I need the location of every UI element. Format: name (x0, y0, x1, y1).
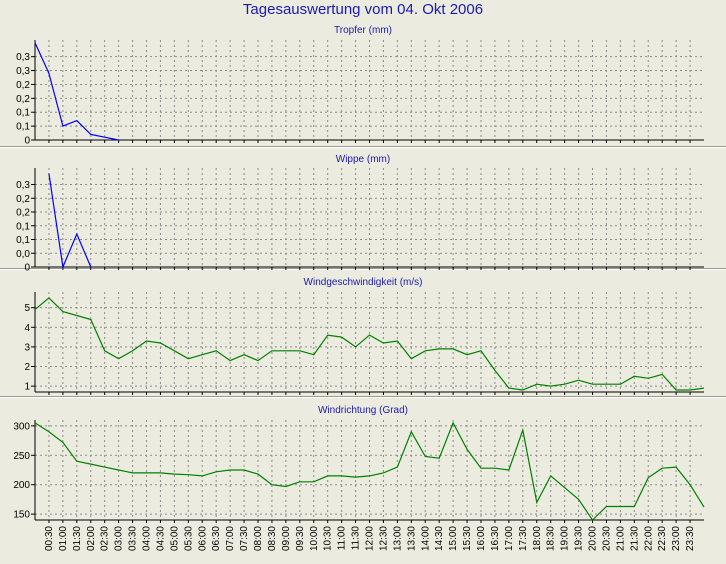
x-tick-label: 07:00 (225, 526, 236, 551)
x-tick-label: 13:30 (406, 526, 417, 551)
x-tick-label: 05:00 (169, 526, 180, 551)
y-tick-label: 0,1 (16, 108, 30, 119)
y-tick-label: 0,3 (16, 52, 30, 63)
x-tick-label: 09:30 (295, 526, 306, 551)
y-tick-label: 0 (24, 136, 30, 147)
x-tick-label: 04:00 (142, 526, 153, 551)
x-tick-label: 00:30 (44, 526, 55, 551)
x-tick-label: 16:00 (476, 526, 487, 551)
x-tick-label: 06:30 (211, 526, 222, 551)
y-tick-label: 0,3 (16, 66, 30, 77)
x-tick-label: 11:00 (337, 526, 348, 551)
x-tick-label: 14:30 (434, 526, 445, 551)
panel-title-tropfer: Tropfer (mm) (334, 25, 392, 36)
x-tick-label: 10:00 (309, 526, 320, 551)
x-tick-label: 17:00 (504, 526, 515, 551)
x-tick-label: 21:30 (629, 526, 640, 551)
x-tick-label: 03:30 (128, 526, 139, 551)
y-tick-label: 0,2 (16, 208, 30, 219)
y-tick-label: 1 (24, 382, 30, 393)
x-tick-label: 08:30 (267, 526, 278, 551)
y-tick-label: 0,3 (16, 180, 30, 191)
x-tick-label: 19:30 (574, 526, 585, 551)
x-tick-label: 07:30 (239, 526, 250, 551)
x-tick-label: 08:00 (253, 526, 264, 551)
x-tick-label: 14:00 (420, 526, 431, 551)
x-tick-label: 22:30 (657, 526, 668, 551)
x-tick-label: 15:30 (462, 526, 473, 551)
x-tick-label: 21:00 (615, 526, 626, 551)
y-tick-label: 0 (24, 263, 30, 274)
x-tick-label: 23:30 (685, 526, 696, 551)
y-tick-label: 5 (24, 303, 30, 314)
panel-title-windrichtung: Windrichtung (Grad) (317, 405, 409, 416)
x-tick-label: 16:30 (490, 526, 501, 551)
x-tick-label: 12:30 (378, 526, 389, 551)
x-tick-label: 02:30 (100, 526, 111, 551)
y-tick-label: 150 (13, 510, 30, 521)
x-tick-label: 13:00 (392, 526, 403, 551)
x-tick-label: 12:00 (365, 526, 376, 551)
x-tick-label: 09:00 (281, 526, 292, 551)
panel-title-wippe: Wippe (mm) (335, 154, 391, 165)
x-tick-label: 01:00 (58, 526, 69, 551)
y-tick-label: 0,2 (16, 194, 30, 205)
series-line (34, 421, 705, 521)
y-tick-label: 0,1 (16, 122, 30, 133)
x-tick-label: 04:30 (155, 526, 166, 551)
x-tick-label: 19:00 (560, 526, 571, 551)
separator (0, 268, 726, 270)
series-line (34, 42, 119, 141)
series-line (34, 297, 705, 391)
x-tick-label: 11:30 (351, 526, 362, 551)
x-tick-label: 05:30 (183, 526, 194, 551)
y-tick-label: 4 (24, 323, 30, 334)
y-tick-label: 0,2 (16, 94, 30, 105)
x-tick-label: 02:00 (86, 526, 97, 551)
x-tick-label: 03:00 (114, 526, 125, 551)
x-tick-label: 18:00 (532, 526, 543, 551)
x-tick-label: 22:00 (643, 526, 654, 551)
page-title: Tagesauswertung vom 04. Okt 2006 (242, 1, 484, 18)
plot-area (35, 168, 704, 267)
x-tick-label: 17:30 (518, 526, 529, 551)
x-tick-label: 20:30 (601, 526, 612, 551)
series-line (48, 173, 92, 270)
x-tick-label: 18:30 (546, 526, 557, 551)
x-tick-label: 06:00 (197, 526, 208, 551)
y-tick-label: 2 (24, 362, 30, 373)
separator (0, 146, 726, 148)
y-tick-label: 200 (13, 480, 30, 491)
x-tick-label: 15:00 (448, 526, 459, 551)
x-tick-label: 20:00 (588, 526, 599, 551)
y-tick-label: 3 (24, 342, 30, 353)
y-tick-label: 0,2 (16, 80, 30, 91)
y-tick-label: 0,0 (16, 249, 30, 260)
panel-title-windgeschwindigkeit: Windgeschwindigkeit (m/s) (303, 277, 423, 288)
x-tick-label: 01:30 (72, 526, 83, 551)
x-tick-label: 10:30 (323, 526, 334, 551)
x-tick-label: 23:00 (671, 526, 682, 551)
y-tick-label: 0,1 (16, 221, 30, 232)
y-tick-label: 300 (13, 421, 30, 432)
y-tick-label: 0,1 (16, 235, 30, 246)
y-tick-label: 250 (13, 451, 30, 462)
separator (0, 396, 726, 398)
